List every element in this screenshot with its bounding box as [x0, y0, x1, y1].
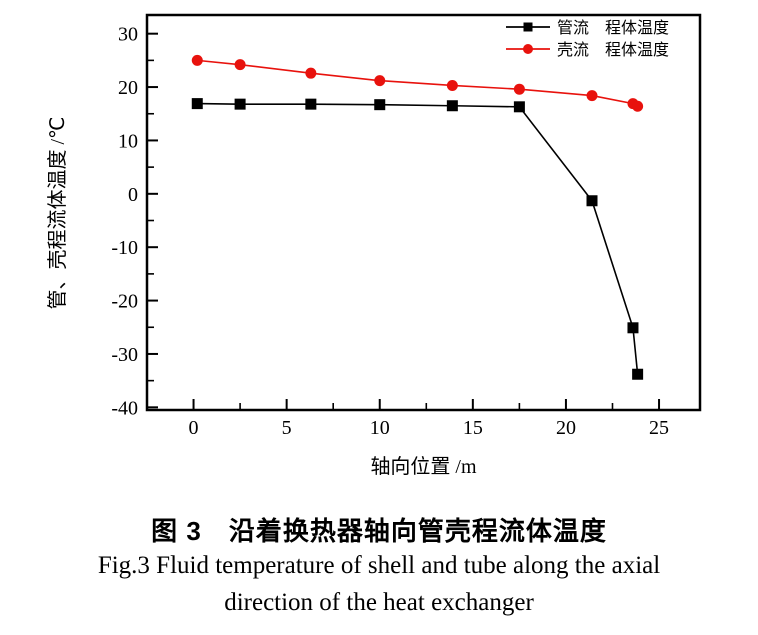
x-tick-label: 25: [649, 417, 669, 439]
y-tick-label: -10: [111, 237, 138, 259]
series-0-marker: [374, 99, 386, 111]
series-1-marker: [632, 100, 644, 112]
legend-square-marker-icon: [523, 22, 533, 32]
series-0-marker: [632, 368, 644, 380]
y-tick-label: 0: [128, 184, 138, 206]
plot-border: [145, 13, 702, 412]
series-1-marker: [305, 67, 317, 79]
y-tick-label: -20: [111, 291, 138, 313]
series-0-marker: [191, 98, 203, 110]
series-1-marker: [586, 90, 598, 102]
series-1-line: [197, 59, 639, 107]
series-0-line: [197, 102, 639, 375]
series-1-marker: [374, 75, 386, 87]
legend-label: 壳流 程体温度: [557, 41, 669, 59]
series-1-marker: [191, 54, 203, 66]
x-tick-label: 5: [282, 417, 292, 439]
caption-english-line1: Fig.3 Fluid temperature of shell and tub…: [97, 552, 661, 579]
legend-circle-marker-icon: [523, 44, 533, 54]
y-tick-label: 30: [118, 24, 138, 46]
y-tick-label: -40: [111, 397, 138, 419]
legend-label: 管流 程体温度: [557, 19, 669, 37]
series-1-marker: [446, 79, 458, 91]
x-axis-title: 轴向位置 /m: [370, 455, 477, 478]
series-0-marker: [305, 98, 317, 110]
y-tick-label: -30: [111, 344, 138, 366]
y-tick-label: 20: [118, 77, 138, 99]
y-tick-label: 10: [118, 130, 138, 152]
series-1-marker: [234, 59, 246, 71]
caption-english-line2: direction of the heat exchanger: [224, 589, 534, 616]
series-0-marker: [586, 195, 598, 207]
series-0-marker: [234, 98, 246, 110]
x-tick-label: 15: [463, 417, 483, 439]
x-tick-label: 0: [189, 417, 199, 439]
series-0-marker: [446, 100, 458, 112]
series-0-marker: [513, 101, 525, 113]
y-axis-title: 管、壳程流体温度 /℃: [46, 116, 69, 309]
series-0-marker: [627, 322, 639, 334]
caption-chinese: 图 3 沿着换热器轴向管壳程流体温度: [151, 516, 607, 546]
x-tick-label: 20: [556, 417, 576, 439]
series-1-marker: [513, 83, 525, 95]
x-tick-label: 10: [370, 417, 390, 439]
line-chart: 0 5 10 15 20 25 30 20 10 0 -10 -20 -30 -40 轴向位置 /m 管、壳程…: [46, 13, 702, 478]
